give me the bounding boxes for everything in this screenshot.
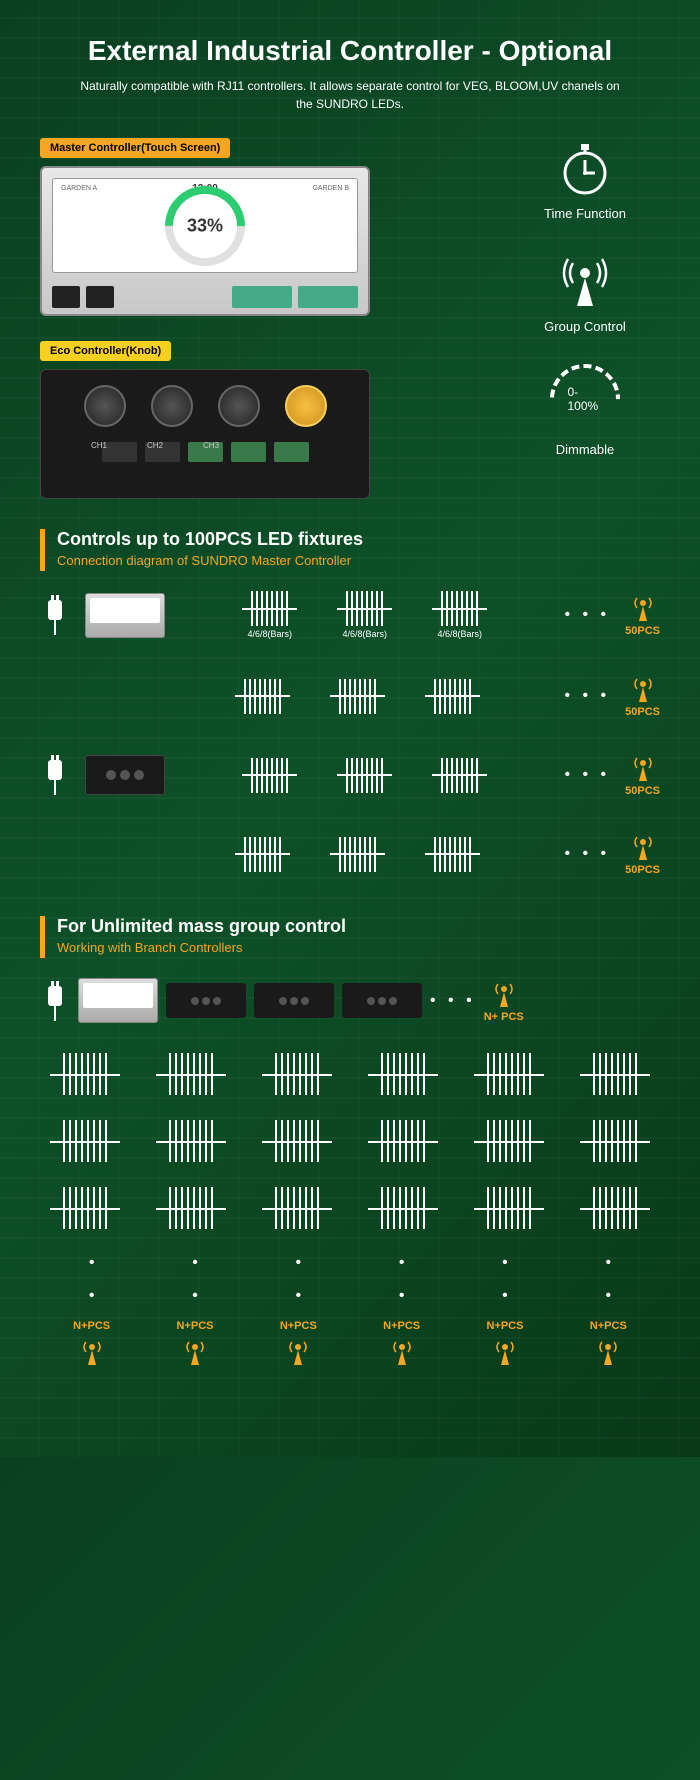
master-label: Master Controller(Touch Screen): [40, 138, 230, 158]
mini-eco-device: [85, 755, 165, 795]
feature-time: Time Function: [544, 138, 626, 221]
section1-header: Controls up to 100PCS LED fixtures Conne…: [40, 529, 660, 571]
feature-dimmable: 0-100% Dimmable: [550, 364, 620, 457]
gauge-value: 33%: [187, 215, 223, 236]
plug-icon: [40, 595, 70, 635]
section2-header: For Unlimited mass group control Working…: [40, 916, 660, 958]
antenna-small-icon: [628, 593, 658, 623]
bottom-antenna-row: N+PCS N+PCS N+PCS N+PCS N+PCS N+PCS: [40, 1320, 660, 1367]
dimmable-gauge-icon: 0-100%: [550, 364, 620, 434]
master-controller-device: GARDEN A 12:00 GARDEN B 33%: [40, 166, 370, 316]
top-section: Master Controller(Touch Screen) GARDEN A…: [40, 138, 660, 499]
fixture-grid: [40, 1053, 660, 1229]
eco-controller-device: CH1 CH2 CH3: [40, 369, 370, 499]
diagram-master: 4/6/8(Bars) 4/6/8(Bars) 4/6/8(Bars) • • …: [40, 591, 660, 876]
master-screen: GARDEN A 12:00 GARDEN B 33%: [52, 178, 358, 273]
eco-label: Eco Controller(Knob): [40, 341, 171, 361]
antenna-icon: [555, 251, 615, 311]
page-title: External Industrial Controller - Optiona…: [40, 35, 660, 67]
diagram-branch: • • • N+ PCS •••••• ••••: [40, 978, 660, 1367]
mini-master-device: [85, 593, 165, 638]
feature-group: Group Control: [544, 251, 626, 334]
page-subtitle: Naturally compatible with RJ11 controlle…: [40, 77, 660, 113]
stopwatch-icon: [555, 138, 615, 198]
